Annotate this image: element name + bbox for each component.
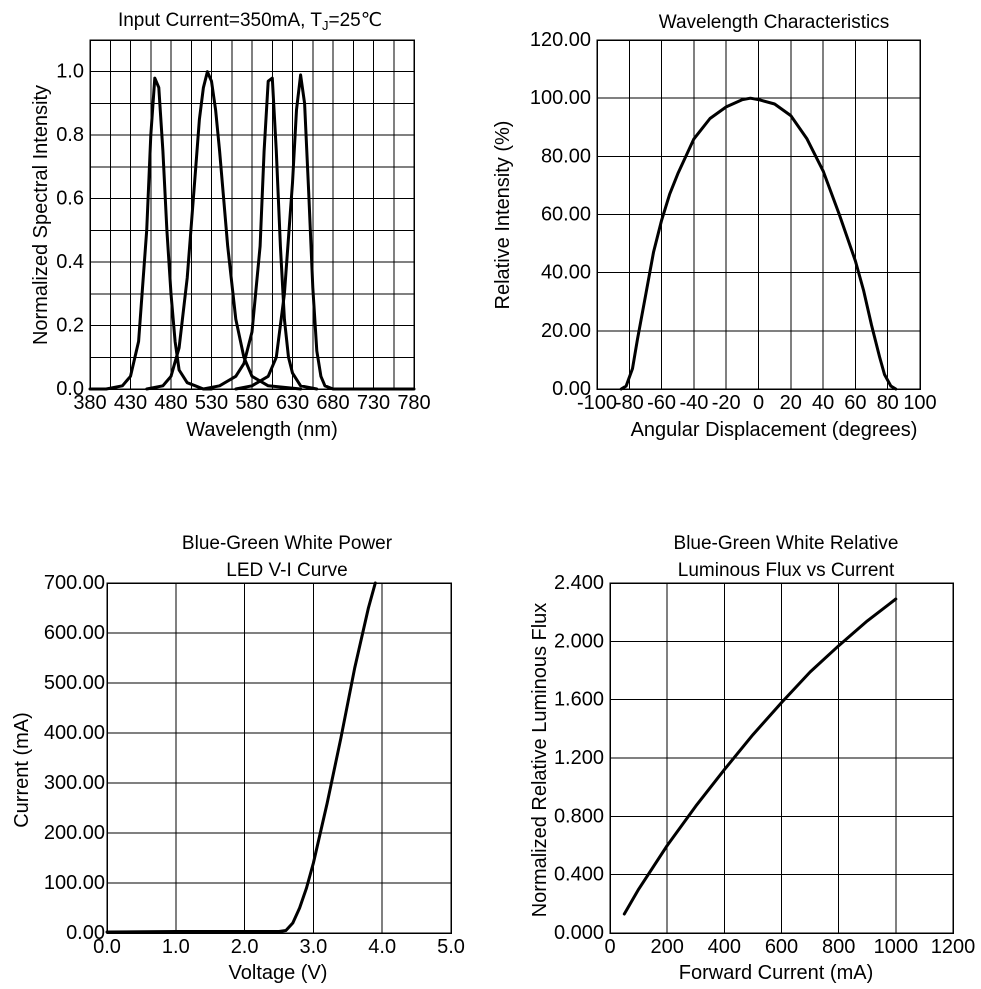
y-axis-label: Relative Intensity (%) (492, 121, 514, 310)
y-tick-label: 2.400 (554, 572, 604, 594)
x-tick-label: 380 (73, 392, 106, 414)
x-tick-label: 100 (903, 392, 936, 414)
plot-frame (89, 39, 415, 390)
x-tick-label: 1200 (931, 936, 976, 958)
y-tick-label: 0.000 (554, 922, 604, 944)
x-tick-label: 1.0 (162, 936, 190, 958)
series-line (234, 73, 416, 391)
plot-frame (609, 582, 954, 934)
chart-title-line-2: LED V-I Curve (226, 560, 347, 581)
chart-vi-curve: Blue-Green White Power LED V-I Curve Vol… (11, 533, 465, 984)
x-tick-label: 4.0 (368, 936, 396, 958)
plot-frame (106, 582, 452, 934)
x-tick-label: -40 (679, 392, 708, 414)
x-tick-label: 2.0 (231, 936, 259, 958)
y-tick-label: 1.200 (554, 747, 604, 769)
series-line (105, 581, 377, 934)
y-tick-label: 500.00 (44, 672, 105, 694)
chart-wavelength-characteristics: Wavelength Characteristics Angular Displ… (492, 12, 937, 441)
y-tick-label: 0.00 (552, 378, 591, 400)
x-axis-label: Voltage (V) (229, 962, 328, 984)
x-tick-label: 630 (276, 392, 309, 414)
y-tick-label: 0.4 (56, 251, 84, 273)
plot-frame (596, 39, 921, 390)
x-tick-label: 0 (753, 392, 764, 414)
y-tick-label: 100.00 (44, 872, 105, 894)
y-tick-label: 1.0 (56, 61, 84, 83)
y-tick-label: 0.0 (56, 378, 84, 400)
y-tick-label: 400.00 (44, 722, 105, 744)
x-axis-label: Wavelength (nm) (186, 419, 338, 441)
y-axis-label: Current (mA) (11, 712, 33, 828)
y-tick-label: 0.800 (554, 805, 604, 827)
x-tick-label: 480 (154, 392, 187, 414)
x-tick-label: 5.0 (437, 936, 465, 958)
x-tick-label: 20 (780, 392, 802, 414)
x-tick-label: 730 (357, 392, 390, 414)
y-tick-label: 40.00 (541, 262, 591, 284)
chart-title-line-2: Luminous Flux vs Current (678, 560, 895, 581)
y-tick-label: 1.600 (554, 689, 604, 711)
y-tick-label: 300.00 (44, 772, 105, 794)
y-tick-label: 700.00 (44, 572, 105, 594)
series-line (622, 597, 898, 916)
y-axis-label: Normalized Relative Luminous Flux (529, 603, 551, 918)
y-tick-label: 600.00 (44, 622, 105, 644)
series-line (619, 96, 898, 391)
x-tick-label: 600 (765, 936, 798, 958)
x-tick-label: 60 (844, 392, 866, 414)
y-tick-label: 0.2 (56, 315, 84, 337)
x-axis-label: Angular Displacement (degrees) (631, 419, 918, 441)
y-tick-label: 200.00 (44, 822, 105, 844)
x-tick-label: -100 (577, 392, 617, 414)
y-tick-label: 100.00 (530, 87, 591, 109)
chart-title-line-1: Blue-Green White Power (182, 533, 393, 554)
x-tick-label: 680 (316, 392, 349, 414)
x-tick-label: -20 (712, 392, 741, 414)
chart-title: Wavelength Characteristics (659, 12, 890, 33)
x-axis-label: Forward Current (mA) (679, 962, 873, 984)
y-tick-label: 80.00 (541, 145, 591, 167)
x-tick-label: 580 (235, 392, 268, 414)
y-tick-label: 0.6 (56, 188, 84, 210)
y-tick-label: 0.400 (554, 864, 604, 886)
chart-luminous-flux: Blue-Green White Relative Luminous Flux … (529, 533, 975, 984)
x-tick-label: 800 (822, 936, 855, 958)
x-tick-label: 0.0 (93, 936, 121, 958)
y-tick-label: 2.000 (554, 630, 604, 652)
y-tick-label: 20.00 (541, 320, 591, 342)
x-tick-label: 40 (812, 392, 834, 414)
y-axis-label: Normalized Spectral Intensity (30, 85, 52, 345)
chart-title-line-1: Blue-Green White Relative (674, 533, 899, 554)
x-tick-label: 3.0 (299, 936, 327, 958)
series-line (88, 76, 213, 391)
x-tick-label: -80 (615, 392, 644, 414)
series-line (201, 76, 319, 391)
x-tick-label: 200 (650, 936, 683, 958)
y-tick-label: 120.00 (530, 29, 591, 51)
chart-title: Input Current=350mA, TJ=25℃ (118, 10, 382, 33)
x-tick-label: -60 (647, 392, 676, 414)
x-tick-label: 780 (397, 392, 430, 414)
x-tick-label: 0 (604, 936, 615, 958)
x-tick-label: 400 (708, 936, 741, 958)
x-tick-label: 1000 (874, 936, 919, 958)
y-tick-label: 0.8 (56, 124, 84, 146)
x-tick-label: 430 (114, 392, 147, 414)
chart-spectral-intensity: Input Current=350mA, TJ=25℃ Wavelength (… (30, 10, 431, 441)
y-tick-label: 60.00 (541, 204, 591, 226)
x-tick-label: 80 (877, 392, 899, 414)
x-tick-label: 530 (195, 392, 228, 414)
y-tick-label: 0.00 (66, 922, 105, 944)
